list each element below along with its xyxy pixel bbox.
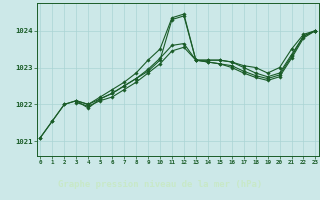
Text: Graphe pression niveau de la mer (hPa): Graphe pression niveau de la mer (hPa) bbox=[58, 180, 262, 189]
